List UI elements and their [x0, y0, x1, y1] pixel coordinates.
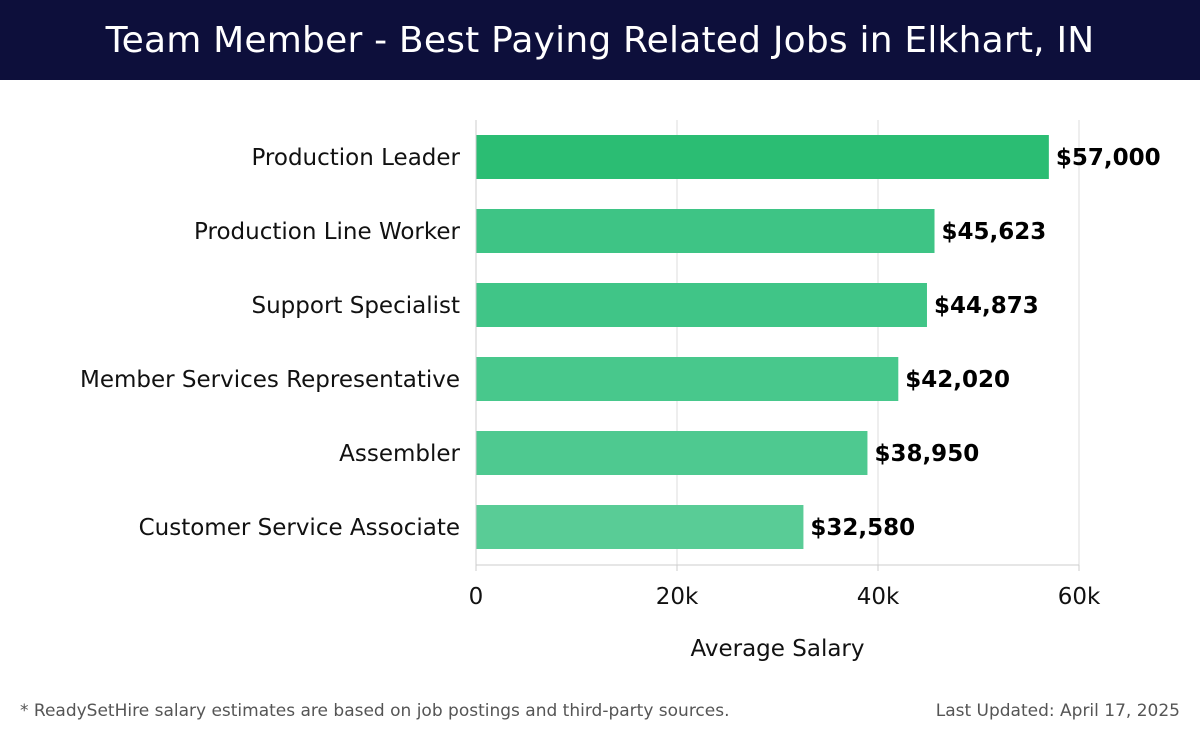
category-label: Assembler [339, 441, 460, 467]
bar [476, 135, 1049, 179]
value-label: $38,950 [874, 441, 979, 467]
category-label: Production Leader [251, 145, 460, 171]
category-label: Support Specialist [252, 293, 461, 319]
bar [476, 431, 868, 475]
footer-note: * ReadySetHire salary estimates are base… [20, 701, 730, 721]
value-label: $57,000 [1056, 145, 1161, 171]
x-tick-label: 0 [469, 584, 484, 610]
page-title: Team Member - Best Paying Related Jobs i… [105, 19, 1095, 61]
value-label: $32,580 [810, 515, 915, 541]
value-label: $45,623 [942, 219, 1047, 245]
bar [476, 209, 935, 253]
category-label: Customer Service Associate [139, 515, 460, 541]
value-label: $44,873 [934, 293, 1039, 319]
x-tick-label: 40k [857, 584, 900, 610]
bar [476, 357, 899, 401]
category-label: Member Services Representative [80, 367, 460, 393]
x-axis-title: Average Salary [690, 636, 864, 662]
header-bar: Team Member - Best Paying Related Jobs i… [0, 0, 1200, 80]
x-tick-label: 60k [1058, 584, 1101, 610]
bar [476, 283, 927, 327]
last-updated: Last Updated: April 17, 2025 [935, 701, 1180, 721]
bar [476, 505, 804, 549]
value-label: $42,020 [905, 367, 1010, 393]
category-label: Production Line Worker [194, 219, 460, 245]
x-tick-label: 20k [656, 584, 699, 610]
salary-bar-chart: Production Leader $57,000 Production Line … [80, 120, 1161, 662]
